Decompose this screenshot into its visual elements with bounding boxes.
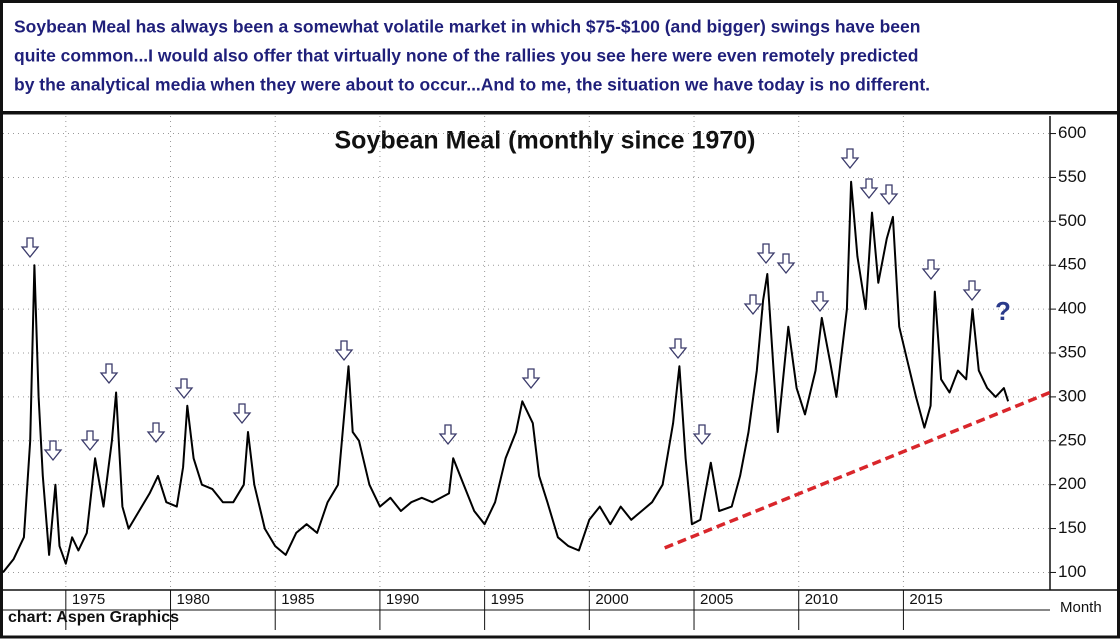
peak-arrow [232, 403, 252, 425]
description-line: quite common...I would also offer that v… [14, 46, 918, 66]
peak-arrow [146, 422, 166, 444]
peak-arrow [840, 148, 860, 170]
peak-arrow [879, 184, 899, 206]
y-tick-label: 500 [1058, 211, 1086, 230]
x-tick-label: 2010 [805, 591, 838, 608]
peak-arrow [99, 363, 119, 385]
annotation: ? [995, 296, 1011, 326]
peak-arrow [668, 338, 688, 360]
peak-arrow [334, 340, 354, 362]
peak-arrow [692, 424, 712, 446]
x-tick-label: 1975 [72, 591, 105, 608]
y-tick-label: 250 [1058, 430, 1086, 449]
y-tick-label: 450 [1058, 255, 1086, 274]
x-tick-label: 2015 [909, 591, 942, 608]
trendline [664, 390, 1051, 550]
chart-frame [0, 111, 1120, 639]
peak-arrow [438, 424, 458, 446]
y-tick-label: 100 [1058, 562, 1086, 581]
y-tick-label: 150 [1058, 518, 1086, 537]
y-tick-label: 350 [1058, 342, 1086, 361]
peak-arrow [962, 280, 982, 302]
x-tick-label: 1980 [177, 591, 210, 608]
peak-arrow [80, 430, 100, 452]
peak-arrow [174, 378, 194, 400]
description-line: by the analytical media when they were a… [14, 75, 930, 95]
y-tick-label: 600 [1058, 123, 1086, 142]
x-tick-label: 2000 [595, 591, 628, 608]
peak-arrow [859, 178, 879, 200]
peak-arrow [521, 368, 541, 390]
x-tick-label: 1995 [491, 591, 524, 608]
description-line: Soybean Meal has always been a somewhat … [14, 17, 920, 37]
source: chart: Aspen Graphics [8, 609, 179, 626]
x-tick-label: 1985 [281, 591, 314, 608]
y-tick-label: 550 [1058, 167, 1086, 186]
x-tick-label: 2005 [700, 591, 733, 608]
peak-arrow [810, 291, 830, 313]
y-tick-label: 400 [1058, 299, 1086, 318]
peak-arrow [776, 253, 796, 275]
peak-arrow [20, 237, 40, 259]
y-tick-label: 200 [1058, 474, 1086, 493]
peak-arrow [743, 294, 763, 316]
peak-arrow [43, 440, 63, 462]
price-line [2, 180, 1010, 574]
chart-title: Soybean Meal (monthly since 1970) [335, 127, 756, 155]
description-box [0, 0, 1120, 114]
y-tick-label: 300 [1058, 386, 1086, 405]
peak-arrow [921, 259, 941, 281]
x-axis-label: Month [1060, 599, 1102, 616]
x-tick-label: 1990 [386, 591, 419, 608]
peak-arrow [756, 243, 776, 265]
